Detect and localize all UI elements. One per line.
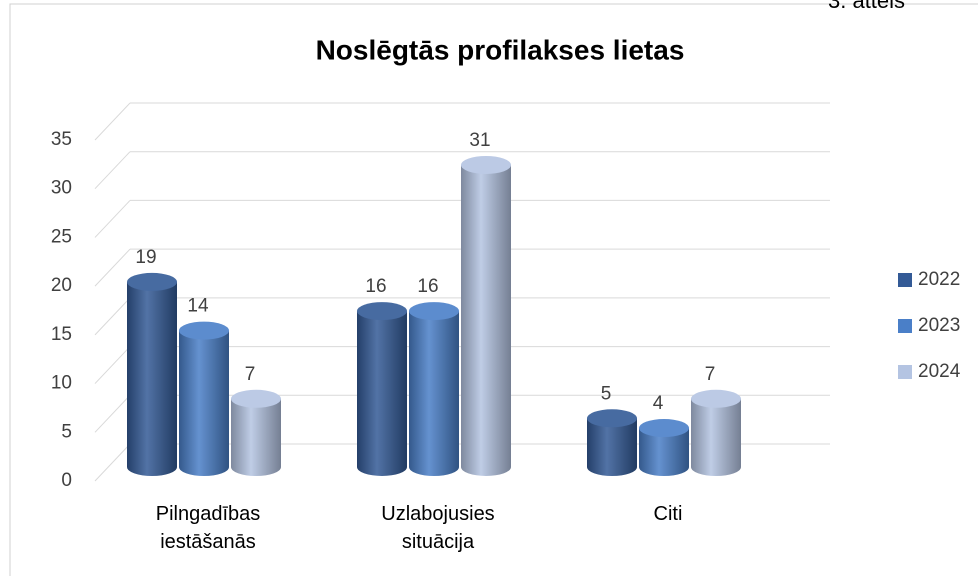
chart-title: Noslēgtās profilakses lietas [316,34,685,65]
bar [409,311,459,476]
bar-top [639,419,689,438]
grid-line-side [94,346,131,384]
bar-top [231,389,281,408]
x-tick-label: Uzlabojusies situācija [381,503,495,553]
x-tick-label: Citi [653,503,683,525]
bar [127,281,177,476]
grid-line-side [94,443,131,482]
data-label: 7 [245,364,256,385]
data-label: 19 [135,247,156,268]
data-label: 14 [187,296,209,317]
bar-top [461,155,511,174]
bar-top [409,302,459,321]
y-tick-label: 25 [51,226,72,247]
legend-swatch [898,273,912,287]
y-tick-label: 35 [51,129,72,150]
legend-swatch [898,365,912,379]
figure-label: 3. attēls [828,0,905,13]
y-tick-label: 15 [51,324,72,345]
grid-line-side [94,297,131,336]
bar-top [179,321,229,340]
data-label: 5 [601,383,612,404]
bar-top [127,272,177,291]
bar-top [357,302,407,321]
bar [357,311,407,476]
bar [461,164,511,476]
bar [587,418,637,476]
bar-top [587,409,637,428]
bar [179,330,229,476]
legend-label: 2023 [918,315,960,336]
bar [231,398,281,476]
legend-swatch [898,319,912,333]
grid-line-side [94,102,131,141]
y-tick-label: 20 [51,275,72,296]
x-tick-label: Pilngadības iestāšanās [155,503,261,553]
y-tick-label: 10 [51,373,72,394]
data-label: 7 [705,364,716,385]
y-tick-label: 5 [61,421,72,442]
y-tick-label: 0 [61,470,72,491]
data-label: 16 [417,276,438,297]
grid-line-side [94,200,131,238]
bar [691,398,741,476]
data-label: 4 [653,393,664,414]
legend-label: 2024 [918,361,961,382]
data-label: 16 [365,276,386,297]
y-tick-label: 30 [51,178,72,199]
data-label: 31 [469,130,490,151]
bar [639,428,689,476]
bar-top [691,389,741,408]
legend-label: 2022 [918,269,960,290]
grid-line-side [94,394,131,433]
grid-line-side [94,151,131,190]
chart-frame [9,3,978,576]
grid-line-side [94,248,131,287]
